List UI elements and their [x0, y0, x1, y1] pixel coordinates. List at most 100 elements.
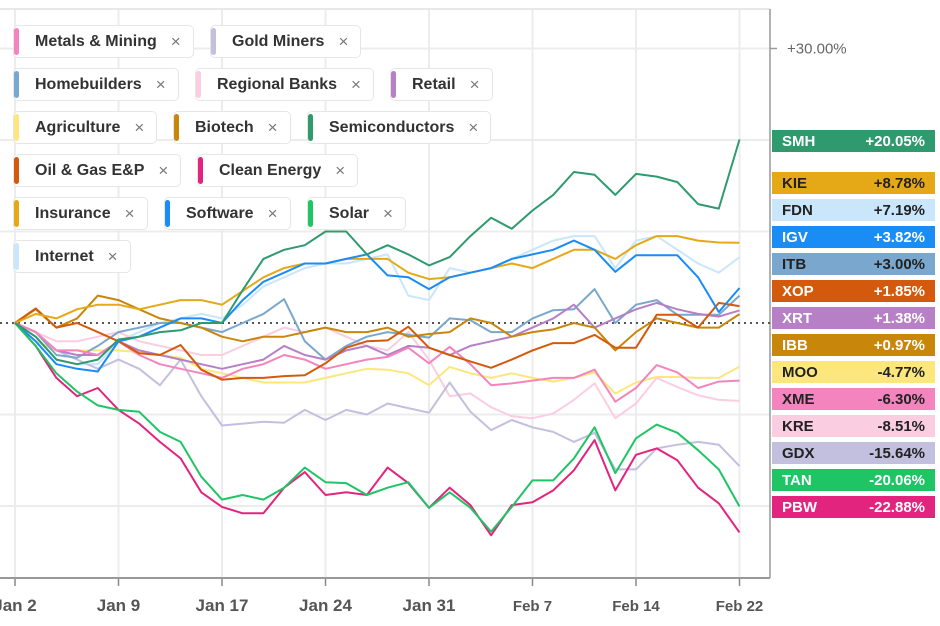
series-lines	[14, 139, 741, 537]
ticker: XRT	[782, 309, 812, 327]
ticker: KIE	[782, 174, 808, 192]
legend-tag-fdn[interactable]: Internet ×	[13, 240, 131, 273]
ticker: FDN	[782, 201, 813, 219]
x-tick-label: Jan 24	[299, 596, 352, 615]
series-line-gdx	[14, 322, 741, 471]
x-tick-label: Feb 14	[612, 598, 660, 615]
end-label-moo: MOO -4.77%	[772, 361, 935, 383]
legend-label: Software	[186, 204, 254, 222]
series-line-tan	[14, 322, 741, 533]
legend-tag-xop[interactable]: Oil & Gas E&P ×	[13, 154, 182, 187]
series-line-kre	[14, 322, 740, 420]
end-label-kre: KRE -8.51%	[772, 415, 935, 437]
remove-icon[interactable]: ×	[134, 117, 145, 137]
change-value: +3.00%	[873, 255, 925, 273]
ticker: PBW	[782, 498, 817, 516]
end-label-ibb: IBB +0.97%	[772, 334, 935, 356]
x-tick-label: Feb 22	[716, 598, 764, 615]
end-label-pbw: PBW -22.88%	[772, 496, 935, 518]
series-line-xrt	[14, 301, 740, 370]
remove-icon[interactable]: ×	[158, 160, 169, 180]
change-value: -8.51%	[877, 417, 925, 435]
legend-label: Metals & Mining	[35, 32, 157, 50]
legend-tag-ibb[interactable]: Biotech ×	[173, 111, 291, 144]
series-line-pbw	[14, 322, 741, 537]
legend-tag-xme[interactable]: Metals & Mining ×	[13, 25, 194, 58]
ticker: IBB	[782, 336, 808, 354]
remove-icon[interactable]: ×	[469, 74, 480, 94]
end-label-smh: SMH +20.05%	[772, 130, 935, 152]
series-line-itb	[14, 288, 741, 361]
legend-color-swatch	[391, 71, 396, 98]
legend-color-swatch	[14, 243, 19, 270]
change-value: +3.82%	[873, 228, 925, 246]
remove-icon[interactable]: ×	[124, 203, 135, 223]
ticker: XME	[782, 390, 815, 408]
legend-label: Retail	[412, 75, 456, 93]
legend-color-swatch	[174, 114, 179, 141]
remove-icon[interactable]: ×	[383, 203, 393, 223]
change-value: -4.77%	[877, 363, 925, 381]
legend-tag-igv[interactable]: Software ×	[164, 197, 291, 230]
change-value: +1.38%	[873, 309, 925, 327]
ticker: GDX	[782, 444, 815, 462]
legend-tag-tan[interactable]: Solar ×	[307, 197, 406, 230]
ticker: TAN	[782, 471, 812, 489]
remove-icon[interactable]: ×	[267, 203, 278, 223]
legend-label: Internet	[35, 247, 94, 265]
series-line-smh	[14, 139, 741, 366]
change-value: -20.06%	[869, 471, 925, 489]
change-value: +0.97%	[873, 336, 925, 354]
legend-label: Gold Miners	[232, 32, 325, 50]
remove-icon[interactable]: ×	[335, 160, 346, 180]
legend-color-swatch	[198, 157, 203, 184]
legend-color-swatch	[14, 157, 19, 184]
ticker: SMH	[782, 132, 816, 150]
axes: Jan 2 Jan 9 Jan 17 Jan 24 Jan 31 Feb 7 Feb 14 F…	[0, 8, 935, 615]
legend-tag-smh[interactable]: Semiconductors ×	[307, 111, 492, 144]
legend-tag-itb[interactable]: Homebuilders ×	[13, 68, 179, 101]
change-value: -6.30%	[877, 390, 925, 408]
remove-icon[interactable]: ×	[267, 117, 278, 137]
ticker: IGV	[782, 228, 808, 246]
change-value: +8.78%	[873, 174, 925, 192]
end-label-tan: TAN -20.06%	[772, 469, 935, 491]
legend-label: Biotech	[195, 118, 254, 136]
legend-tag-xrt[interactable]: Retail ×	[390, 68, 493, 101]
legend-tag-moo[interactable]: Agriculture ×	[13, 111, 158, 144]
ticker: XOP	[782, 282, 814, 300]
series-line-xme	[14, 322, 740, 403]
end-label-xrt: XRT +1.38%	[772, 307, 935, 329]
series-line-fdn	[14, 235, 741, 366]
remove-icon[interactable]: ×	[170, 31, 181, 51]
legend-color-swatch	[14, 114, 19, 141]
legend-color-swatch	[308, 200, 313, 227]
legend-label: Semiconductors	[329, 118, 455, 136]
legend-label: Clean Energy	[219, 161, 322, 179]
legend-tag-pbw[interactable]: Clean Energy ×	[197, 154, 359, 187]
legend-tag-kie[interactable]: Insurance ×	[13, 197, 148, 230]
remove-icon[interactable]: ×	[107, 246, 118, 266]
remove-icon[interactable]: ×	[338, 31, 349, 51]
legend-label: Homebuilders	[35, 75, 142, 93]
ticker: ITB	[782, 255, 807, 273]
legend-label: Insurance	[35, 204, 111, 222]
x-tick-label: Jan 9	[97, 596, 140, 615]
remove-icon[interactable]: ×	[155, 74, 166, 94]
legend-color-swatch	[196, 71, 201, 98]
remove-icon[interactable]: ×	[468, 117, 479, 137]
legend-label: Solar	[329, 204, 370, 222]
legend-color-swatch	[14, 28, 19, 55]
x-tick-label: Jan 17	[196, 596, 249, 615]
legend-label: Agriculture	[35, 118, 121, 136]
change-value: -15.64%	[869, 444, 925, 462]
legend-tag-gdx[interactable]: Gold Miners ×	[210, 25, 362, 58]
change-value: +20.05%	[865, 132, 925, 150]
series-line-xop	[14, 301, 740, 381]
y-tick-label: +30.00%	[787, 41, 847, 58]
series-line-kie	[14, 235, 740, 324]
ticker: MOO	[782, 363, 818, 381]
legend-color-swatch	[308, 114, 313, 141]
remove-icon[interactable]: ×	[351, 74, 361, 94]
legend-tag-kre[interactable]: Regional Banks ×	[195, 68, 374, 101]
